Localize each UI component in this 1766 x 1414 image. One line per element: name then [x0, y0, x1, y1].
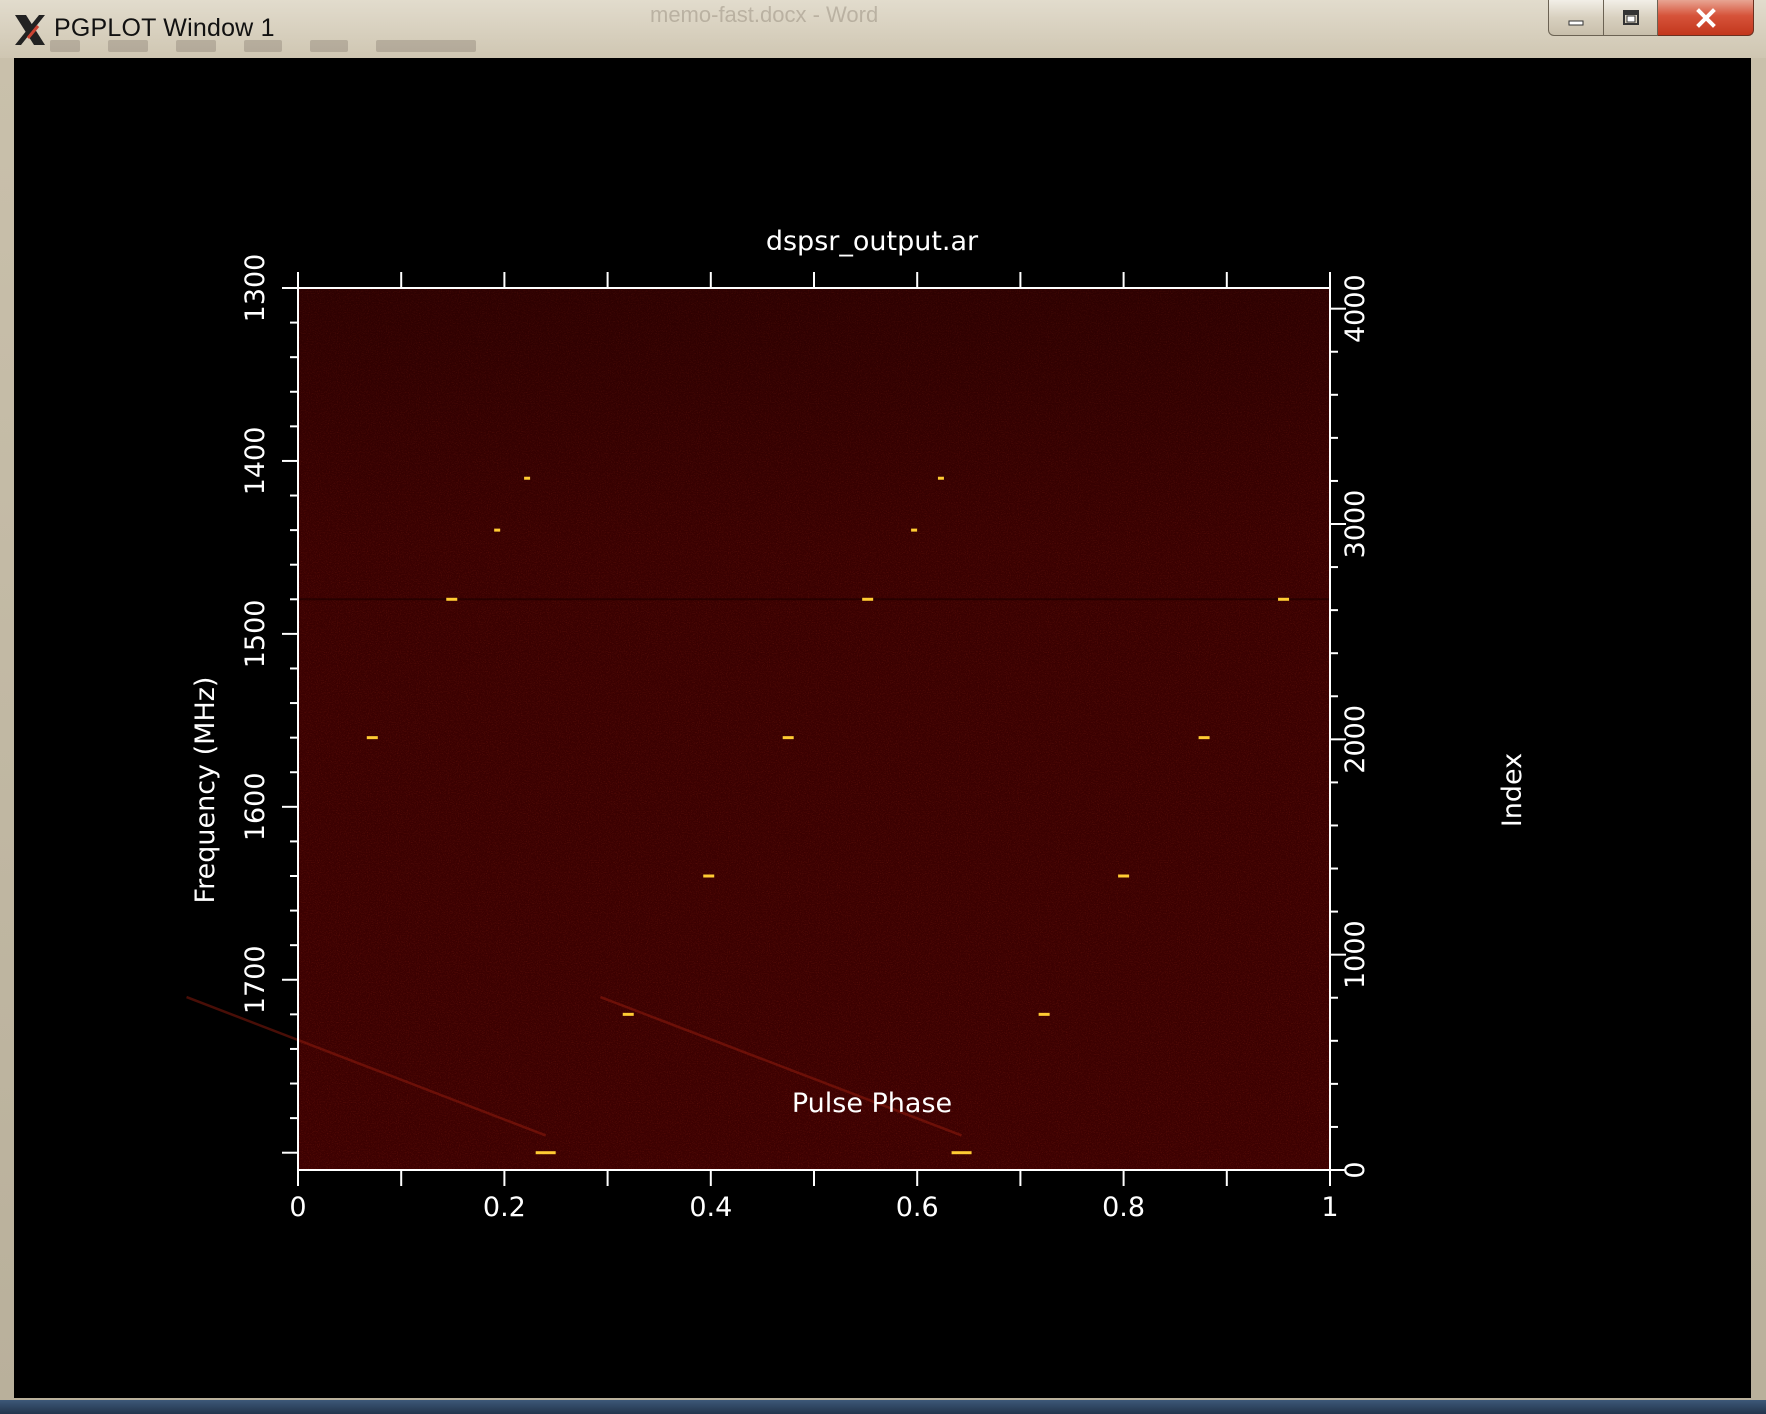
maximize-icon — [1622, 9, 1639, 25]
bright-segment-10 — [535, 1151, 556, 1155]
bright-segment-11 — [1278, 597, 1290, 601]
y2-tick-label: 0 — [1340, 1161, 1371, 1178]
bright-segment-1 — [494, 528, 501, 532]
window-title: PGPLOT Window 1 — [54, 14, 275, 42]
bright-segment-15 — [951, 1151, 972, 1155]
taskbar-strip — [0, 1400, 1766, 1414]
heatmap-shading — [298, 288, 1330, 1170]
pulse-tracks — [186, 995, 963, 1137]
x-axis-ticks: 0 0.2 0.4 0.6 0.8 1 — [289, 272, 1339, 1223]
y2-axis-label: Index — [1497, 753, 1528, 827]
heatmap-image — [298, 288, 1330, 1170]
x-tick-label: 0.2 — [483, 1192, 526, 1223]
y2-axis-ticks: 0 1000 2000 3000 4000 — [1330, 274, 1371, 1179]
bright-segment-2 — [446, 597, 458, 601]
bright-segment-8 — [703, 874, 715, 878]
x-tick-label: 0 — [289, 1192, 306, 1223]
x-axis-label: Pulse Phase — [792, 1088, 952, 1119]
x-tick-label: 0.4 — [689, 1192, 732, 1223]
background-window-title: memo-fast.docx - Word — [650, 2, 879, 27]
pulse-bright-segments — [366, 476, 1290, 1155]
pulse-track-1 — [599, 995, 963, 1137]
y-tick-label: 1700 — [240, 945, 271, 1014]
y2-tick-label: 4000 — [1340, 274, 1371, 343]
y-tick-label: 1400 — [240, 427, 271, 496]
x11-app-icon — [15, 15, 45, 45]
maximize-button[interactable] — [1604, 0, 1658, 36]
y2-tick-label: 2000 — [1340, 705, 1371, 774]
chart-title: dspsr_output.ar — [766, 226, 979, 257]
y-axis-ticks: 1300 1400 1500 1600 1700 — [240, 254, 298, 1154]
background-menu-ghost — [50, 40, 530, 54]
y-tick-label: 1300 — [240, 254, 271, 323]
bright-segment-9 — [622, 1012, 634, 1016]
x-tick-label: 0.6 — [896, 1192, 939, 1223]
bright-segment-0 — [524, 476, 531, 480]
x-tick-label: 0.8 — [1102, 1192, 1145, 1223]
bright-segment-14 — [1038, 1012, 1050, 1016]
x-tick-label: 1 — [1321, 1192, 1338, 1223]
bright-segment-3 — [366, 736, 378, 740]
title-bar[interactable]: memo-fast.docx - Word PGPLOT Window 1 — [0, 0, 1766, 58]
bright-segment-4 — [937, 476, 944, 480]
y-tick-label: 1600 — [240, 772, 271, 841]
minimize-icon — [1568, 20, 1584, 25]
pulse-track-0 — [186, 995, 547, 1137]
y2-tick-label: 1000 — [1340, 920, 1371, 989]
dynamic-spectrum-plot: dspsr_output.ar 0 0.2 0.4 0.6 0.8 1 130014001… — [186, 226, 1528, 1223]
bright-segment-5 — [911, 528, 918, 532]
plot-canvas-area: dspsr_output.ar 0 0.2 0.4 0.6 0.8 1 1300 1400 1… — [14, 58, 1751, 1398]
bright-segment-13 — [1118, 874, 1130, 878]
y-axis-label: Frequency (MHz) — [190, 677, 221, 904]
close-icon — [1695, 7, 1716, 28]
minimize-button[interactable] — [1548, 0, 1604, 36]
bright-segment-6 — [862, 597, 874, 601]
y2-tick-label: 3000 — [1340, 490, 1371, 559]
window-controls — [1548, 0, 1754, 38]
bright-segment-7 — [782, 736, 794, 740]
bright-segment-12 — [1198, 736, 1210, 740]
close-button[interactable] — [1658, 0, 1754, 36]
y-tick-label: 1500 — [240, 600, 271, 669]
